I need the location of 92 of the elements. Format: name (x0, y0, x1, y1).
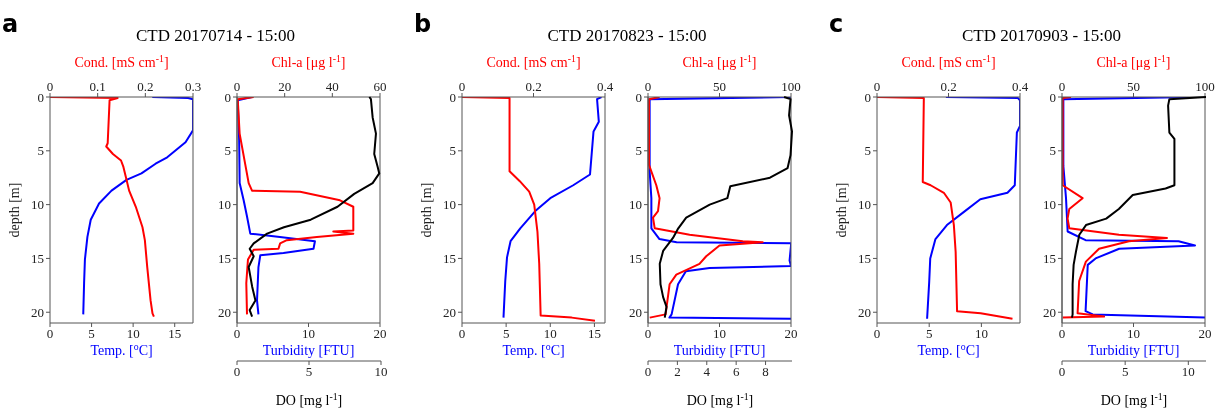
y-tick-label: 5 (635, 143, 642, 159)
chart-title: CTD 20170823 - 15:00 (546, 26, 708, 46)
y-tick-label: 10 (629, 197, 642, 213)
x-axis-title: DO [mg l$^{-1}$] (1100, 390, 1168, 408)
x-tick-label: 10 (713, 326, 726, 342)
x2-tick-label: 0.1 (89, 79, 106, 94)
x-tick-label: 10 (374, 364, 388, 380)
x-tick-label: 4 (703, 364, 711, 380)
x2-tick-label: 50 (713, 79, 726, 94)
y-tick-label: 20 (31, 304, 44, 320)
x2-tick-label: 0.4 (1011, 79, 1029, 94)
x-tick-label: 10 (1181, 364, 1195, 380)
x2-tick-label: 100 (1195, 79, 1215, 94)
y-tick-label: 0 (224, 89, 231, 105)
x2-tick-label: 0.2 (940, 79, 957, 94)
text: b (414, 10, 432, 38)
y-axis-title: depth [m] (7, 182, 23, 238)
y-tick-label: 15 (1043, 251, 1056, 267)
y-tick-label: 5 (449, 143, 456, 159)
y-tick-label: 20 (218, 304, 231, 320)
chart-title: CTD 20170714 - 15:00 (134, 26, 297, 46)
x2-axis-title: Chl-a [μg l$^{-1}$] (682, 52, 757, 70)
y-tick-label: 5 (1049, 143, 1056, 159)
x-tick-label: 15 (168, 326, 182, 342)
x-axis-title: DO [mg l$^{-1}$] (686, 390, 754, 408)
y-tick-label: 15 (629, 251, 642, 267)
y-tick-label: 10 (858, 197, 871, 213)
x-tick-label: 20 (373, 326, 387, 342)
x-axis-title: Turbidity [FTU] (262, 343, 355, 358)
x2-tick-label: 0.3 (184, 79, 202, 94)
x2-axis-title: Chl-a [μg l$^{-1}$] (1096, 52, 1171, 70)
y-tick-label: 5 (864, 143, 871, 159)
x2-tick-label: 20 (278, 79, 292, 94)
x2-tick-label: 0.4 (596, 79, 614, 94)
x-axis-title: Turbidity [FTU] (1087, 343, 1180, 358)
y-tick-label: 15 (443, 251, 456, 267)
y-tick-label: 15 (218, 251, 231, 267)
x-tick-label: 10 (302, 326, 315, 342)
x-tick-label: 5 (502, 326, 510, 342)
x-tick-label: 20 (1198, 326, 1212, 342)
text: c (829, 10, 844, 38)
x2-axis-title: Chl-a [μg l$^{-1}$] (271, 52, 346, 70)
y-tick-label: 0 (635, 89, 642, 105)
x-tick-label: 10 (126, 326, 140, 342)
x-tick-label: 20 (784, 326, 798, 342)
x2-tick-label: 0.2 (137, 79, 154, 94)
x2-axis-title: Cond. [mS cm$^{-1}$] (74, 52, 169, 70)
y-tick-label: 10 (218, 197, 231, 213)
y-tick-label: 10 (31, 197, 44, 213)
x-axis-title: DO [mg l$^{-1}$] (275, 390, 343, 408)
x-axis-title: Temp. [$^{o}$C] (90, 340, 153, 358)
x-tick-label: 2 (674, 364, 681, 380)
x-tick-label: 5 (88, 326, 95, 342)
y-tick-label: 15 (858, 251, 871, 267)
x-axis-title: Temp. [$^{o}$C] (502, 340, 565, 358)
y-tick-label: 10 (1043, 197, 1056, 213)
x2-axis-title: Cond. [mS cm$^{-1}$] (901, 52, 996, 70)
x2-axis-title: Cond. [mS cm$^{-1}$] (486, 52, 581, 70)
y-tick-label: 15 (31, 251, 44, 267)
y-tick-label: 10 (443, 197, 456, 213)
x-tick-label: 10 (974, 326, 988, 342)
x-tick-label: 8 (762, 364, 769, 380)
x-tick-label: 10 (1127, 326, 1140, 342)
x-axis-title: Turbidity [FTU] (673, 343, 766, 358)
x-axis-title: Temp. [$^{o}$C] (917, 340, 980, 358)
y-tick-label: 20 (1043, 304, 1056, 320)
y-tick-label: 0 (37, 89, 44, 105)
y-axis-title: depth [m] (834, 182, 850, 238)
x-tick-label: 10 (543, 326, 557, 342)
x2-tick-label: 100 (781, 79, 801, 94)
x2-tick-label: 60 (373, 79, 387, 94)
x2-tick-label: 40 (325, 79, 339, 94)
text: a (2, 10, 19, 38)
y-tick-label: 20 (858, 304, 871, 320)
y-tick-label: 20 (629, 304, 642, 320)
x-tick-label: 5 (925, 326, 933, 342)
y-tick-label: 0 (864, 89, 871, 105)
chart-title: CTD 20170903 - 15:00 (960, 26, 1123, 46)
x-tick-label: 15 (587, 326, 601, 342)
y-tick-label: 5 (37, 143, 44, 159)
x-tick-label: 5 (1121, 364, 1129, 380)
line-series (237, 97, 316, 316)
y-axis-title: depth [m] (419, 182, 435, 238)
x-tick-label: 6 (732, 364, 740, 380)
x2-tick-label: 50 (1127, 79, 1140, 94)
y-tick-label: 20 (443, 304, 456, 320)
line-series (502, 97, 603, 319)
y-tick-label: 0 (1049, 89, 1056, 105)
y-tick-label: 0 (449, 89, 456, 105)
x-tick-label: 5 (305, 364, 313, 380)
y-tick-label: 5 (224, 143, 231, 159)
x2-tick-label: 0.2 (525, 79, 542, 94)
